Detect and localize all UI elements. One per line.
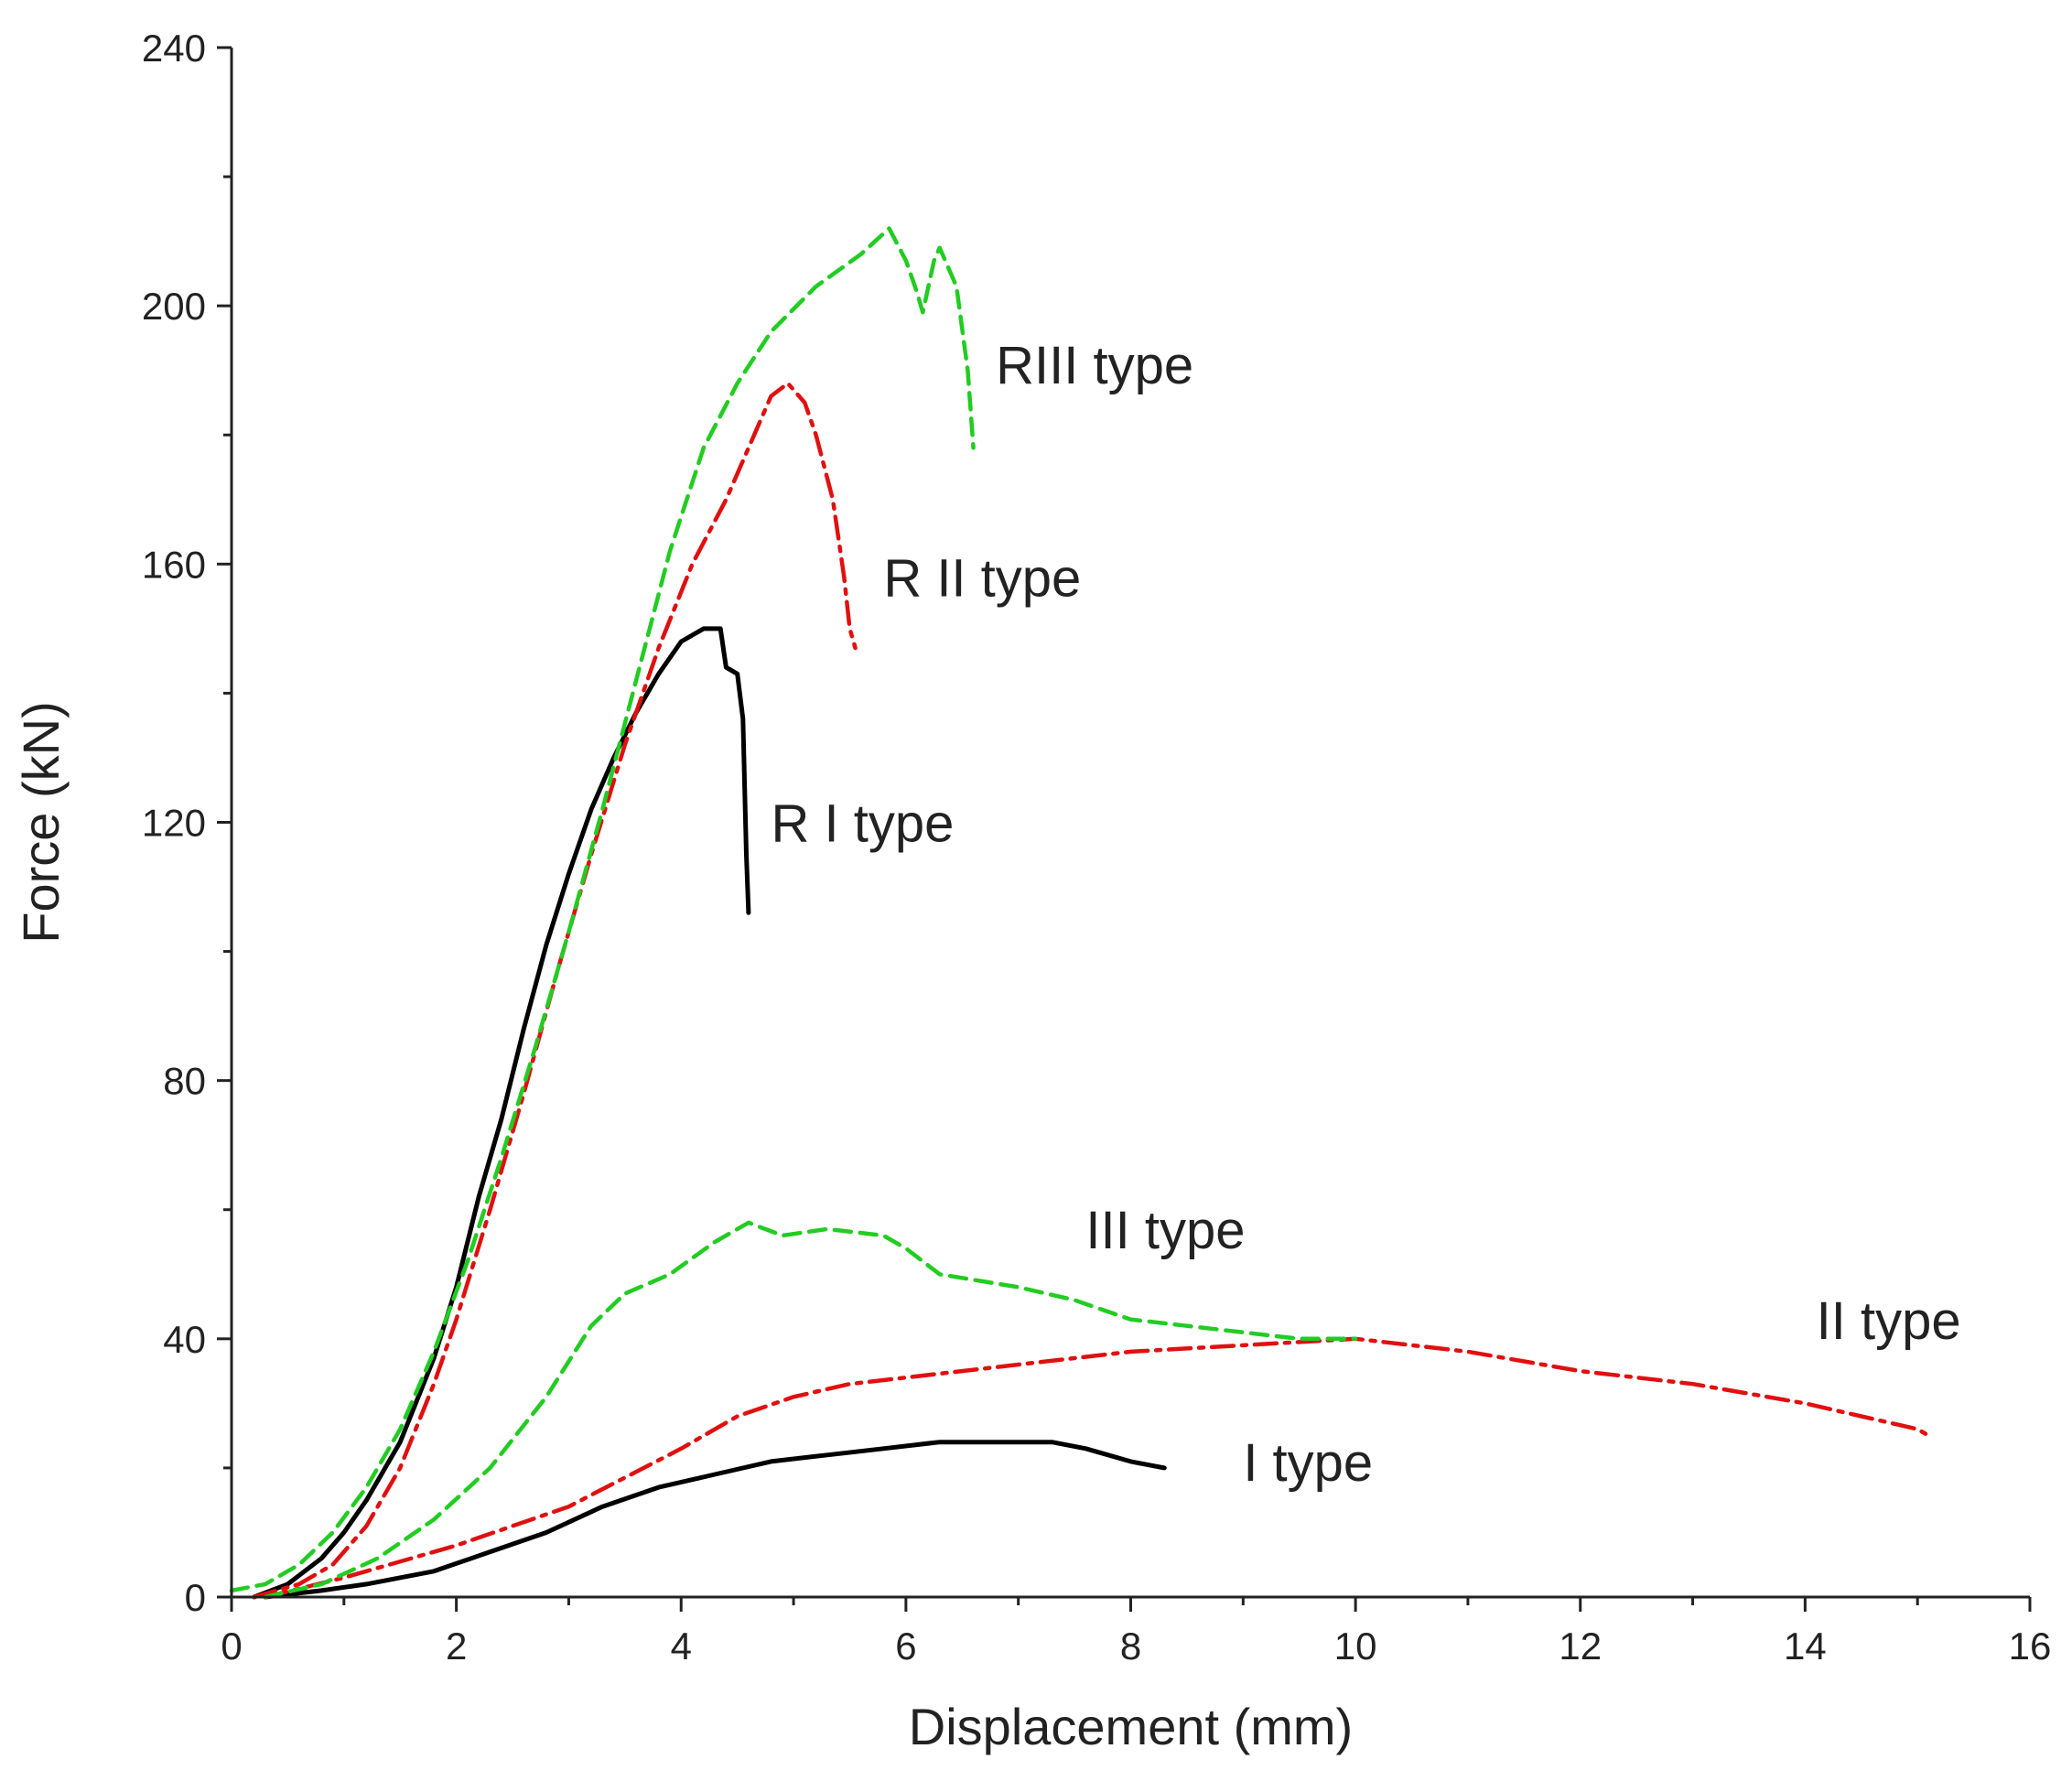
x-tick-label: 14 <box>1784 1624 1827 1668</box>
series-line-riii-type <box>229 226 976 1593</box>
series-label-iii-type: III type <box>1085 1201 1245 1260</box>
x-tick-label: 0 <box>221 1624 242 1668</box>
series-label-riii-type: RIII type <box>996 336 1193 395</box>
x-tick-label: 2 <box>446 1624 467 1668</box>
y-axis-title: Force (kN) <box>12 701 70 943</box>
series-line-r-ii-type <box>252 381 858 1600</box>
series-label-r-i-type: R I type <box>772 794 955 854</box>
x-tick-label: 4 <box>671 1624 692 1668</box>
y-tick-label: 160 <box>142 543 206 586</box>
series-line-r-i-type <box>252 626 751 1600</box>
x-axis-title: Displacement (mm) <box>909 1698 1353 1755</box>
x-tick-label: 6 <box>895 1624 916 1668</box>
series-line-i-type <box>263 1440 1167 1600</box>
series-layer <box>229 226 1931 1600</box>
series-label-r-ii-type: R II type <box>883 549 1081 609</box>
series-line-iii-type <box>263 1220 1358 1600</box>
x-tick-label: 8 <box>1120 1624 1141 1668</box>
y-tick-label: 240 <box>142 27 206 70</box>
y-tick-label: 200 <box>142 285 206 328</box>
series-label-ii-type: II type <box>1817 1291 1961 1351</box>
y-tick-label: 120 <box>142 802 206 845</box>
x-tick-label: 12 <box>1559 1624 1602 1668</box>
y-tick-label: 80 <box>163 1060 206 1103</box>
y-tick-label: 40 <box>163 1318 206 1361</box>
series-line-ii-type <box>263 1336 1931 1600</box>
x-tick-label: 10 <box>1334 1624 1377 1668</box>
annotation-layer: RIII type R II type R I type III type II typ… <box>772 336 1961 1493</box>
y-tick-label: 0 <box>185 1576 206 1619</box>
series-label-i-type: I type <box>1243 1433 1373 1493</box>
x-tick-label: 16 <box>2009 1624 2052 1668</box>
